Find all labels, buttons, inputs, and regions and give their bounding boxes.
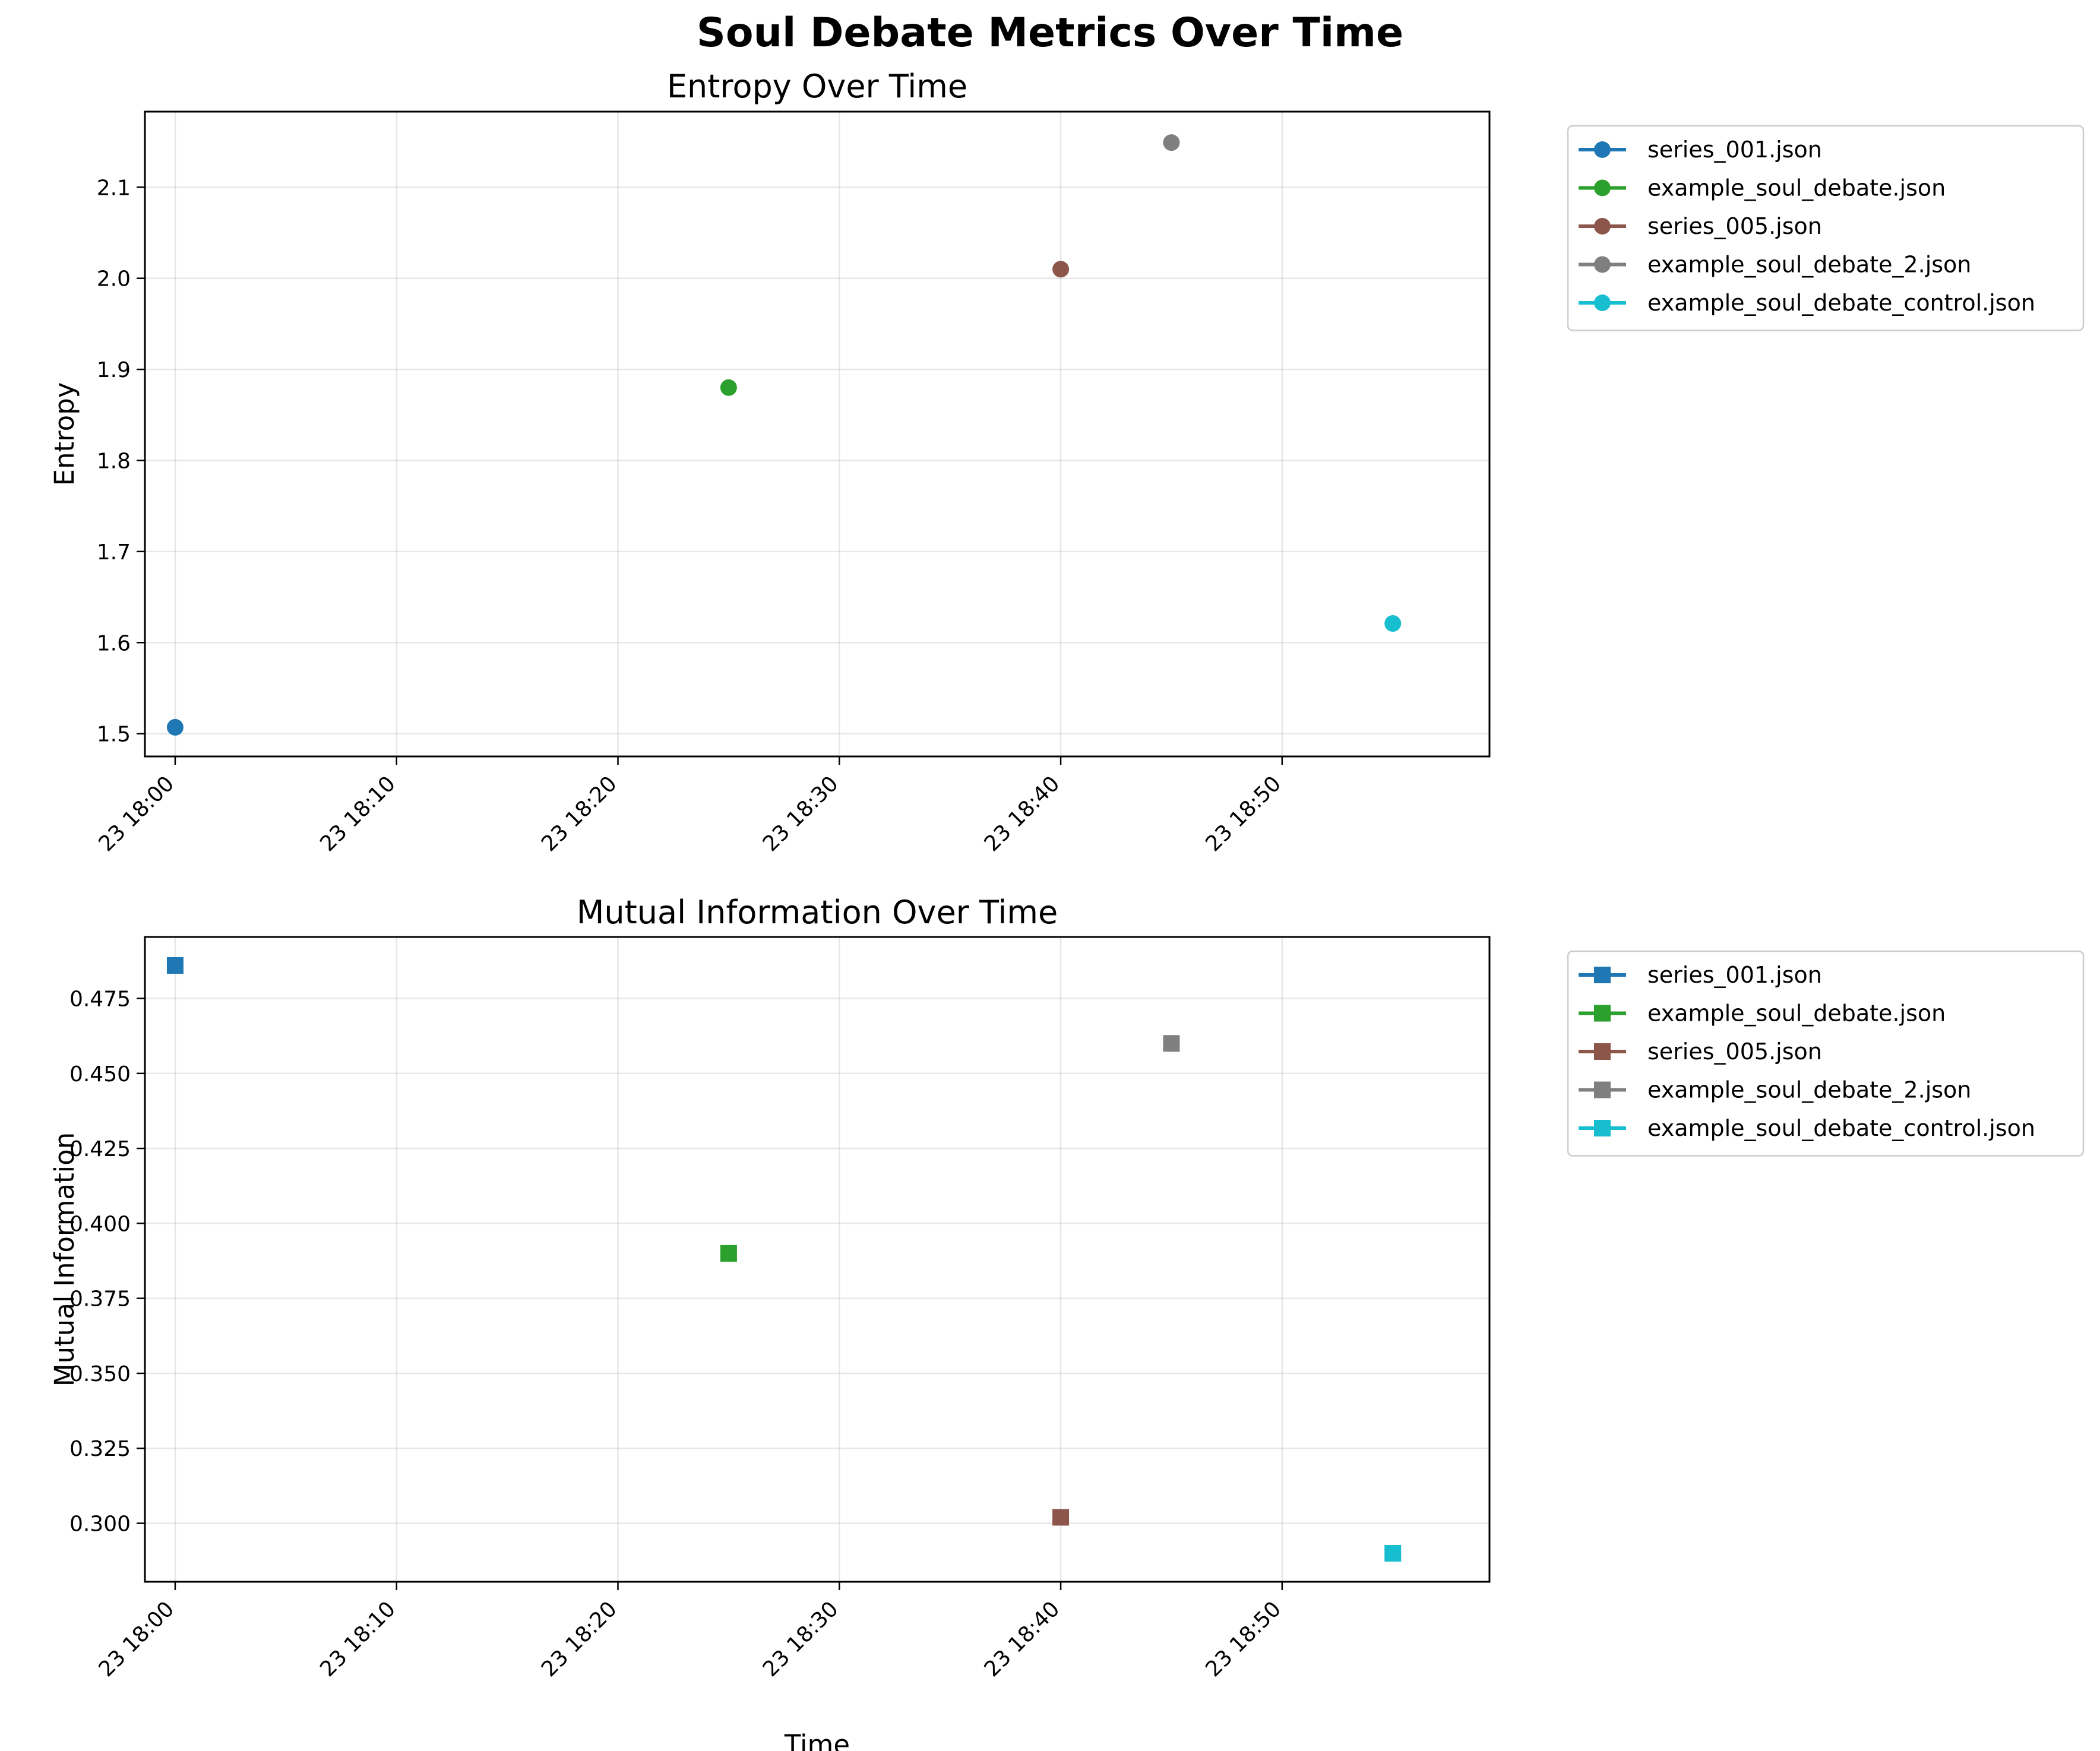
subplot-1-y-tick-label: 1.9 <box>97 358 131 382</box>
subplot-2-y-tick-label: 0.325 <box>69 1437 131 1461</box>
subplot-2-point-example-soul-debate-control-json <box>1384 1545 1402 1562</box>
subplot-2-point-example-soul-debate-json <box>720 1245 737 1262</box>
subplot-2-title: Mutual Information Over Time <box>577 894 1058 931</box>
subplot-1-y-tick-label: 1.5 <box>97 723 131 747</box>
subplot-2-legend-marker <box>1594 1081 1611 1098</box>
subplot-1-legend-marker <box>1594 141 1611 158</box>
subplot-1-point-series-005-json <box>1052 261 1070 278</box>
subplot-2-legend-label: series_005.json <box>1647 1038 1822 1065</box>
subplot-1-legend-marker <box>1594 256 1611 273</box>
subplot-2-legend-marker <box>1594 1005 1611 1022</box>
subplot-2-y-tick-label: 0.425 <box>69 1137 131 1161</box>
subplot-2-point-series-005-json <box>1052 1509 1070 1526</box>
subplot-1-legend-label: example_soul_debate_control.json <box>1647 290 2035 316</box>
subplot-2-legend-label: example_soul_debate_control.json <box>1647 1115 2035 1141</box>
subplot-2-x-axis-label: Time <box>784 1729 850 1751</box>
subplot-1-point-example-soul-debate-2-json <box>1163 134 1180 151</box>
subplot-2-legend-label: example_soul_debate_2.json <box>1647 1077 1971 1103</box>
subplot-2-y-tick-label: 0.300 <box>69 1512 131 1537</box>
subplot-1-y-tick-label: 1.6 <box>97 631 131 656</box>
subplot-2-legend-marker <box>1594 967 1611 983</box>
subplot-1-legend-label: series_005.json <box>1647 213 1822 239</box>
subplot-1-legend-marker <box>1594 218 1611 235</box>
subplot-1-legend-label: series_001.json <box>1647 137 1822 163</box>
subplot-1-y-tick-label: 1.7 <box>97 540 131 565</box>
figure-title: Soul Debate Metrics Over Time <box>697 10 1403 56</box>
subplot-2-legend-label: series_001.json <box>1647 962 1822 988</box>
subplot-2-y-tick-label: 0.475 <box>69 987 131 1012</box>
subplot-1-legend-marker <box>1594 179 1611 197</box>
subplot-1-point-example-soul-debate-control-json <box>1384 615 1402 632</box>
subplot-1-y-tick-label: 1.8 <box>97 449 131 473</box>
subplot-1-y-axis-label: Entropy <box>49 382 80 486</box>
subplot-2-y-tick-label: 0.450 <box>69 1062 131 1087</box>
subplot-1-axes-frame <box>144 110 1491 758</box>
subplot-1-legend-label: example_soul_debate_2.json <box>1647 252 1971 278</box>
subplot-2-legend-marker <box>1594 1043 1611 1060</box>
subplot-1-point-series-001-json <box>166 718 184 736</box>
subplot-2-y-tick-label: 0.400 <box>69 1212 131 1236</box>
subplot-1-legend-marker <box>1594 295 1611 311</box>
subplot-2-y-axis-label: Mutual Information <box>49 1132 80 1386</box>
subplot-1-legend <box>1567 125 2085 331</box>
subplot-2-point-series-001-json <box>166 957 184 974</box>
subplot-2-point-example-soul-debate-2-json <box>1163 1035 1180 1052</box>
subplot-2-legend <box>1567 950 2085 1157</box>
subplot-2-axes-frame <box>144 936 1491 1583</box>
subplot-2-y-tick-label: 0.375 <box>69 1287 131 1312</box>
subplot-1-legend-label: example_soul_debate.json <box>1647 175 1946 201</box>
subplot-1-y-tick-label: 2.0 <box>97 267 131 292</box>
subplot-2-legend-label: example_soul_debate.json <box>1647 1000 1946 1027</box>
subplot-1-point-example-soul-debate-json <box>720 379 737 396</box>
subplot-2-y-tick-label: 0.350 <box>69 1362 131 1386</box>
subplot-2-legend-marker <box>1594 1120 1611 1136</box>
subplot-1-title: Entropy Over Time <box>667 68 967 105</box>
subplot-1-y-tick-label: 2.1 <box>97 176 131 200</box>
